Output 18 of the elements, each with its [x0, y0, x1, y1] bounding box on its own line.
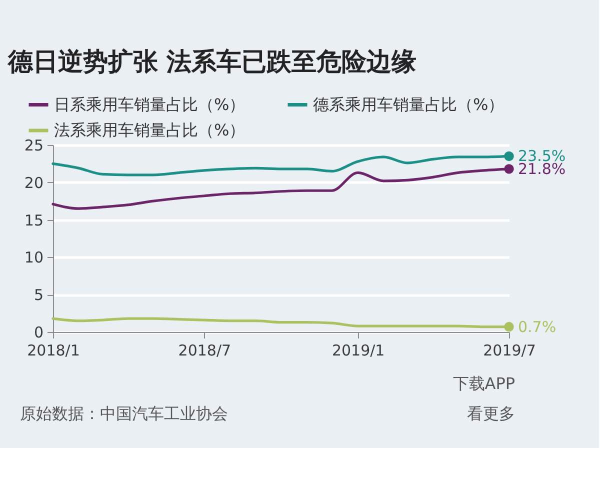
x-tick-label: 2019/7 — [483, 342, 536, 360]
x-tick-label: 2018/1 — [27, 342, 80, 360]
x-tick-label: 2018/7 — [178, 342, 232, 360]
text: 下载APP — [452, 374, 516, 393]
text: 看更多 — [467, 404, 515, 423]
y-tick-label: 0 — [34, 324, 44, 342]
x-tick-label: 2019/1 — [332, 342, 385, 360]
legend-label: 日系乘用车销量占比（%） — [54, 94, 246, 114]
text: 原始数据：中国汽车工业协会 — [20, 404, 228, 423]
chart-title: 德日逆势扩张 法系车已跌至危险边缘 — [7, 47, 417, 76]
legend-label: 法系乘用车销量占比（%） — [54, 120, 246, 140]
y-tick-label: 10 — [24, 248, 44, 267]
y-tick-label: 20 — [24, 174, 44, 192]
legend-label: 德系乘用车销量占比（%） — [313, 94, 504, 114]
data-label: 0.7% — [518, 318, 556, 336]
y-tick-label: 25 — [24, 136, 44, 154]
y-tick-label: 15 — [24, 211, 44, 230]
y-tick-label: 5 — [34, 286, 44, 304]
